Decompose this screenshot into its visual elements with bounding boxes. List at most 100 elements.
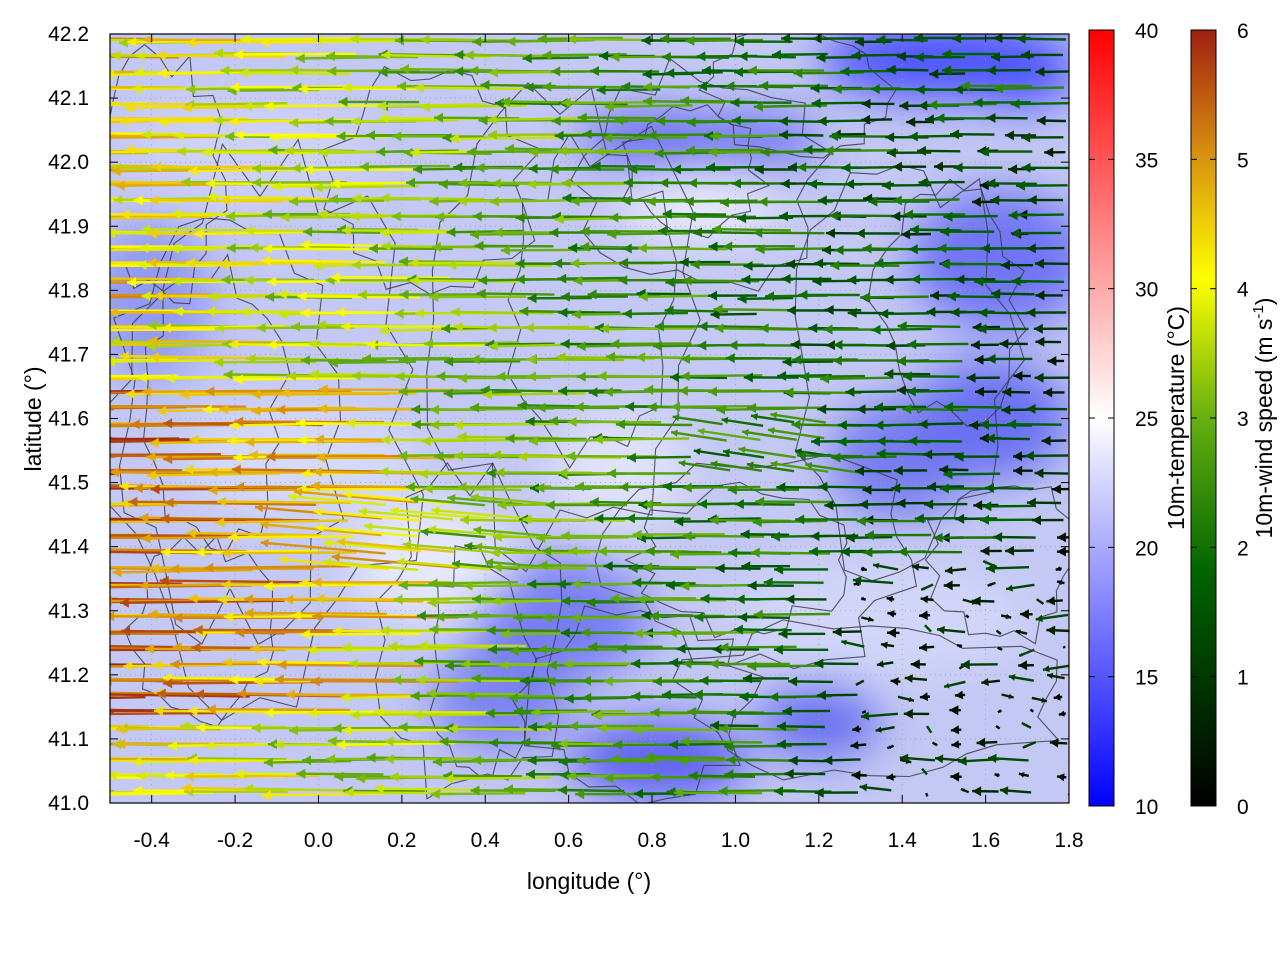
wind-arrow-head xyxy=(411,404,421,415)
wind-arrow-head xyxy=(491,178,501,189)
wind-arrow-head xyxy=(39,502,48,512)
wind-arrow-head xyxy=(551,66,561,77)
wind-arrow-head xyxy=(728,340,738,351)
wind-arrow-head xyxy=(662,209,672,219)
wind-arrow-head xyxy=(906,386,916,397)
wind-arrow-head xyxy=(434,211,444,222)
wind-arrow-head xyxy=(227,435,237,446)
wind-arrow-head xyxy=(798,290,808,300)
wind-arrow-head xyxy=(313,182,323,193)
wind-arrow-shaft xyxy=(542,53,627,57)
wind-arrow-head xyxy=(829,210,839,221)
wind-arrow-head xyxy=(680,371,690,382)
wind-arrow-head xyxy=(903,209,913,220)
wind-arrow-shaft xyxy=(444,776,552,780)
wind-arrow-head xyxy=(245,437,255,448)
wind-arrow xyxy=(971,196,996,207)
wind-arrow-head xyxy=(790,339,800,350)
wind-arrow xyxy=(619,257,689,268)
wind-arrow xyxy=(110,356,220,367)
wind-arrow-head xyxy=(777,371,787,381)
wind-arrow-head xyxy=(991,52,1000,62)
wind-arrow-head xyxy=(368,243,378,254)
wind-arrow-shaft xyxy=(228,535,354,539)
wind-arrow-head xyxy=(0,116,9,126)
wind-arrow-head xyxy=(795,448,802,456)
wind-arrow-shaft xyxy=(453,422,560,427)
wind-arrow-head xyxy=(518,451,528,462)
wind-arrow-head xyxy=(284,145,294,156)
wind-arrow xyxy=(943,211,998,222)
wind-arrow xyxy=(896,356,963,367)
wind-arrow xyxy=(986,178,1037,189)
wind-arrow xyxy=(557,273,626,284)
wind-arrow-head xyxy=(314,434,324,445)
wind-arrow xyxy=(684,196,758,207)
wind-arrow xyxy=(398,354,485,365)
wind-arrow-head xyxy=(472,211,482,222)
wind-arrow-head xyxy=(1026,404,1036,414)
wind-arrow-head xyxy=(781,34,791,44)
wind-arrow-head xyxy=(63,306,72,316)
wind-arrow xyxy=(9,149,149,159)
wind-arrow-head xyxy=(698,81,708,92)
wind-arrow-head xyxy=(940,259,950,269)
wind-arrow-head xyxy=(482,389,492,400)
wind-arrow xyxy=(266,451,420,462)
wind-arrow xyxy=(966,372,1000,383)
wind-arrow xyxy=(341,225,451,236)
wind-arrow-head xyxy=(685,145,695,156)
wind-arrow-head xyxy=(362,353,372,364)
wind-arrow xyxy=(728,340,799,351)
wind-arrow xyxy=(707,386,790,397)
wind-arrow-head xyxy=(8,163,17,173)
wind-arrow-head xyxy=(220,65,230,76)
wind-arrow-shaft xyxy=(110,248,216,252)
wind-arrow-head xyxy=(92,325,101,335)
wind-arrow-head xyxy=(165,373,175,384)
wind-arrow-head xyxy=(6,578,15,588)
wind-arrow-head xyxy=(884,368,894,379)
wind-arrow-shaft xyxy=(673,791,762,795)
wind-arrow-head xyxy=(993,34,1003,44)
wind-arrow-head xyxy=(891,211,901,222)
wind-arrow-head xyxy=(249,242,259,253)
y-tick-label: 41.6 xyxy=(48,408,89,431)
wind-arrow xyxy=(902,371,960,382)
wind-arrow-head xyxy=(266,451,276,462)
wind-arrow-head xyxy=(994,83,1003,94)
wind-arrow-head xyxy=(834,245,844,256)
wind-arrow xyxy=(840,66,897,77)
wind-arrow-head xyxy=(896,356,906,367)
wind-arrow xyxy=(380,193,485,203)
wind-arrow-shaft xyxy=(206,708,351,712)
wind-arrow-shaft xyxy=(684,199,758,203)
wind-arrow-shaft xyxy=(423,487,522,492)
wind-arrow-head xyxy=(474,240,484,251)
wind-arrow-head xyxy=(767,427,775,435)
wind-arrow-head xyxy=(0,548,5,558)
contour-line xyxy=(428,545,538,778)
wind-arrow-shaft xyxy=(264,104,383,108)
wind-arrow-head xyxy=(251,405,261,416)
wind-arrow xyxy=(670,429,727,442)
wind-arrow-head xyxy=(313,260,323,271)
wind-arrow xyxy=(582,129,654,140)
wind-arrow-shaft xyxy=(428,581,518,585)
wind-arrow-head xyxy=(127,277,137,288)
wind-arrow xyxy=(110,261,146,264)
wind-vectors xyxy=(0,34,1069,801)
wind-arrow-head xyxy=(243,101,253,112)
wind-arrow-head xyxy=(9,149,18,159)
wind-arrow xyxy=(1035,66,1069,77)
x-tick-label: -0.2 xyxy=(217,829,253,852)
wind-arrow-head xyxy=(415,308,425,319)
wind-arrow-shaft xyxy=(230,85,353,89)
wind-arrow-head xyxy=(185,257,195,268)
wind-arrow-head xyxy=(77,580,86,590)
wind-arrow-head xyxy=(625,401,635,412)
wind-colorbar-tick-label: 0 xyxy=(1237,796,1249,819)
wind-arrow-head xyxy=(31,52,40,62)
wind-arrow-head xyxy=(862,243,872,254)
wind-arrow-shaft xyxy=(609,215,690,219)
